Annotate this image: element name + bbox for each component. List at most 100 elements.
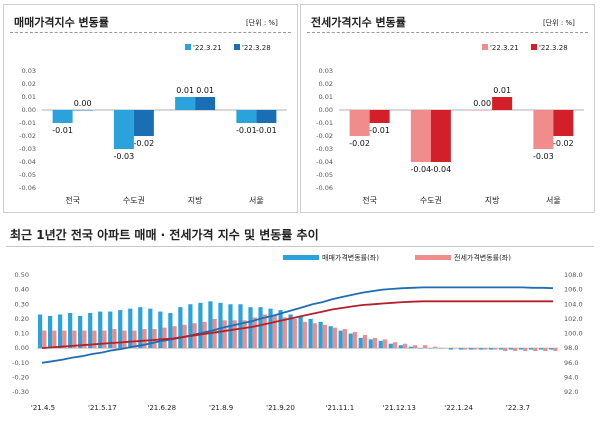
left-y-tick-label: -0.20 bbox=[12, 373, 29, 381]
x-tick-label: '21.9.20 bbox=[266, 404, 295, 412]
trend-bar bbox=[452, 348, 458, 349]
y-tick-label: -0.04 bbox=[19, 158, 36, 166]
trend-bar bbox=[322, 324, 327, 349]
bar bbox=[472, 110, 493, 111]
trend-bar bbox=[98, 311, 103, 349]
y-tick-label: 0.03 bbox=[319, 67, 333, 75]
jeonse-price-bar-chart: '22.3.21 '22.3.28 -0.06 -0.05 -0.04 -0.03 -0.0… bbox=[316, 44, 584, 205]
trend-bar bbox=[298, 315, 303, 349]
trend-bar bbox=[62, 330, 67, 349]
trend-bar bbox=[312, 323, 317, 349]
sale-panel-title: 매매가격지수 변동률 bbox=[14, 16, 109, 29]
sale-title-divider bbox=[10, 32, 291, 33]
trend-bar bbox=[478, 348, 484, 350]
x-tick-label: '21.11.1 bbox=[326, 404, 355, 412]
trend-bar bbox=[352, 332, 358, 349]
y-tick-label: -0.02 bbox=[316, 132, 333, 140]
x-tick-label: '22.1.24 bbox=[444, 404, 473, 412]
jeonse-title-divider bbox=[307, 32, 588, 33]
trend-bar bbox=[508, 348, 514, 350]
y-tick-label: 0.01 bbox=[319, 93, 333, 101]
right-y-tick-label: 106.0 bbox=[564, 286, 583, 294]
left-y-tick-label: 0.40 bbox=[15, 286, 29, 294]
trend-bar bbox=[122, 330, 127, 349]
trend-bar bbox=[408, 346, 413, 349]
legend-swatch bbox=[283, 255, 319, 260]
y-tick-label: 0.02 bbox=[22, 80, 36, 88]
trend-bar bbox=[118, 310, 123, 349]
legend-swatch bbox=[234, 44, 240, 50]
data-label: -0.02 bbox=[553, 139, 574, 148]
category-label: 수도권 bbox=[420, 195, 442, 205]
index-line bbox=[41, 300, 553, 349]
trend-bar bbox=[388, 343, 393, 349]
legend-swatch bbox=[482, 44, 488, 50]
data-label: -0.02 bbox=[349, 139, 370, 148]
data-label: -0.03 bbox=[114, 152, 135, 161]
legend-swatch bbox=[531, 44, 537, 50]
bar bbox=[72, 110, 93, 111]
trend-bar bbox=[302, 321, 307, 349]
trend-bar bbox=[458, 348, 464, 350]
left-y-tick-label: 0.30 bbox=[15, 300, 29, 308]
right-y-tick-label: 92.0 bbox=[564, 388, 578, 396]
legend-swatch bbox=[415, 255, 451, 260]
trend-bar bbox=[258, 307, 263, 349]
bar bbox=[349, 110, 370, 136]
trend-bar bbox=[282, 317, 287, 349]
right-y-tick-label: 104.0 bbox=[564, 300, 583, 308]
trend-bar bbox=[128, 308, 133, 349]
trend-bar bbox=[198, 302, 203, 349]
trend-bar bbox=[212, 318, 217, 349]
trend-bar bbox=[72, 330, 77, 349]
bar bbox=[492, 97, 513, 110]
trend-bar bbox=[308, 318, 313, 349]
trend-bar bbox=[392, 342, 398, 349]
trend-bar bbox=[513, 348, 518, 352]
right-y-tick-label: 98.0 bbox=[564, 344, 578, 352]
trend-bar bbox=[358, 337, 363, 349]
trend-bar bbox=[468, 348, 474, 350]
trend-bar bbox=[432, 346, 438, 349]
trend-bar bbox=[292, 318, 297, 349]
left-y-tick-label: -0.10 bbox=[12, 359, 29, 367]
trend-bar bbox=[362, 334, 368, 349]
data-label: -0.01 bbox=[256, 126, 277, 135]
y-tick-label: 0.02 bbox=[319, 80, 333, 88]
trend-bar bbox=[148, 308, 153, 349]
trend-bar bbox=[438, 348, 443, 349]
trend-bar bbox=[483, 348, 488, 350]
data-label: -0.03 bbox=[533, 152, 554, 161]
y-tick-label: -0.01 bbox=[19, 119, 36, 127]
trend-bar bbox=[222, 320, 227, 349]
x-tick-label: '21.8.9 bbox=[209, 404, 233, 412]
right-y-tick-label: 100.0 bbox=[564, 330, 583, 338]
category-label: 서울 bbox=[546, 196, 561, 205]
trend-bar bbox=[232, 320, 237, 349]
trend-bar bbox=[142, 329, 147, 349]
sale-price-bar-chart: '22.3.21 '22.3.28 -0.06 -0.05 -0.04 -0.03 -0.0… bbox=[19, 44, 287, 205]
trend-bar bbox=[78, 315, 83, 349]
bar bbox=[256, 110, 277, 123]
trend-bar bbox=[418, 348, 423, 349]
category-label: 전국 bbox=[362, 195, 377, 205]
trend-bar bbox=[553, 348, 558, 352]
trend-bar bbox=[138, 307, 143, 349]
category-label: 지방 bbox=[485, 195, 500, 205]
trend-bar bbox=[543, 348, 548, 352]
trend-bar bbox=[68, 313, 73, 349]
legend-swatch bbox=[185, 44, 191, 50]
y-tick-label: 0.01 bbox=[22, 93, 36, 101]
trend-bar bbox=[463, 348, 468, 350]
trend-bar bbox=[58, 314, 63, 349]
trend-bar bbox=[188, 304, 193, 349]
y-tick-label: 0.03 bbox=[22, 67, 36, 75]
data-label: 0.01 bbox=[493, 86, 511, 95]
bar bbox=[410, 110, 431, 162]
data-label: -0.01 bbox=[52, 126, 73, 135]
data-label: -0.02 bbox=[134, 139, 155, 148]
trend-bar bbox=[412, 345, 418, 349]
y-tick-label: -0.04 bbox=[316, 158, 333, 166]
y-tick-label: -0.06 bbox=[316, 184, 333, 192]
index-line bbox=[41, 286, 554, 364]
